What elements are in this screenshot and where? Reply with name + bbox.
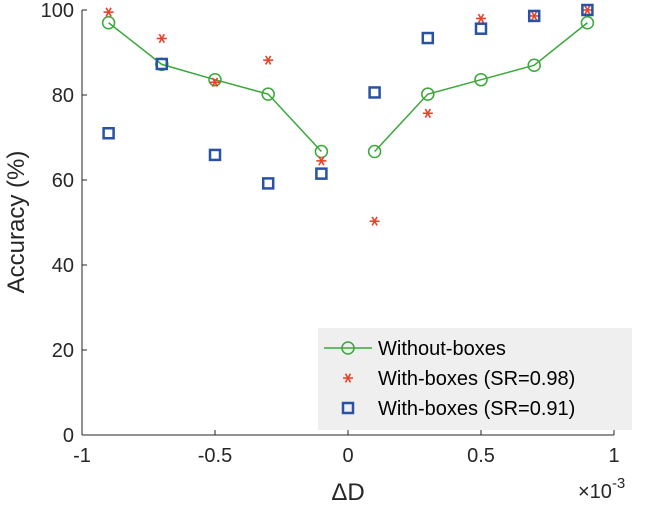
data-point-asterisk bbox=[582, 5, 593, 15]
legend-marker-sr091 bbox=[341, 401, 355, 415]
y-tick-label: 40 bbox=[52, 255, 74, 277]
data-point-asterisk bbox=[210, 77, 220, 87]
series-2 bbox=[102, 3, 594, 190]
data-point-circle bbox=[261, 87, 275, 101]
x-tick-label: 0.5 bbox=[467, 445, 495, 467]
data-point-square bbox=[155, 57, 169, 71]
y-tick-label: 80 bbox=[52, 85, 74, 107]
series-0 bbox=[101, 16, 595, 159]
data-point-square bbox=[474, 22, 488, 35]
data-point-circle bbox=[101, 16, 116, 30]
series-line bbox=[374, 22, 588, 153]
data-point-circle bbox=[367, 144, 382, 159]
data-point-asterisk bbox=[529, 11, 540, 21]
legend-label-sr098: With-boxes (SR=0.98) bbox=[378, 368, 575, 390]
legend-marker-sr098 bbox=[343, 373, 353, 383]
data-point-circle bbox=[527, 58, 541, 72]
x-multiplier-base: ×10 bbox=[578, 481, 612, 503]
tick-group: -1 -0.5 0 0.5 1 0 20 40 60 80 100 bbox=[41, 0, 620, 467]
data-point-square bbox=[315, 167, 328, 180]
legend-box bbox=[318, 328, 632, 430]
data-point-asterisk bbox=[369, 216, 380, 226]
series-line bbox=[108, 22, 322, 153]
y-tick-label: 0 bbox=[63, 425, 74, 447]
x-axis-title: ΔD bbox=[331, 479, 364, 506]
x-tick-label: -0.5 bbox=[198, 445, 232, 467]
x-tick-label: -1 bbox=[73, 445, 91, 467]
data-point-circle bbox=[474, 72, 488, 87]
legend: Without-boxes With-boxes (SR=0.98) With-… bbox=[318, 328, 632, 430]
data-point-circle bbox=[421, 87, 435, 101]
series-layer bbox=[101, 3, 595, 226]
data-point-square bbox=[208, 148, 222, 162]
y-axis-title: Accuracy (%) bbox=[3, 151, 30, 294]
x-multiplier: ×10-3 bbox=[578, 475, 625, 503]
x-tick-label: 1 bbox=[608, 445, 619, 467]
x-tick-label: 0 bbox=[342, 445, 353, 467]
data-point-asterisk bbox=[156, 33, 167, 44]
y-tick-label: 20 bbox=[52, 340, 74, 362]
data-point-square bbox=[581, 3, 594, 17]
data-point-square bbox=[421, 31, 435, 45]
legend-label-sr091: With-boxes (SR=0.91) bbox=[378, 398, 575, 420]
data-point-asterisk bbox=[103, 7, 114, 17]
y-tick-label: 60 bbox=[52, 170, 74, 192]
data-point-square bbox=[102, 127, 115, 140]
data-point-circle bbox=[580, 16, 595, 30]
data-point-square bbox=[261, 177, 275, 190]
series-1 bbox=[103, 5, 593, 226]
data-point-asterisk bbox=[263, 55, 274, 65]
data-point-square bbox=[368, 86, 381, 99]
data-point-asterisk bbox=[476, 13, 486, 24]
data-point-asterisk bbox=[316, 156, 327, 166]
data-point-circle bbox=[314, 144, 329, 159]
x-multiplier-exp: -3 bbox=[612, 475, 625, 492]
data-point-square bbox=[527, 9, 541, 23]
legend-label-without-boxes: Without-boxes bbox=[378, 338, 506, 360]
legend-marker-without-boxes bbox=[341, 341, 355, 355]
data-point-circle bbox=[208, 72, 222, 87]
data-point-asterisk bbox=[422, 108, 433, 118]
y-tick-label: 100 bbox=[41, 0, 74, 22]
